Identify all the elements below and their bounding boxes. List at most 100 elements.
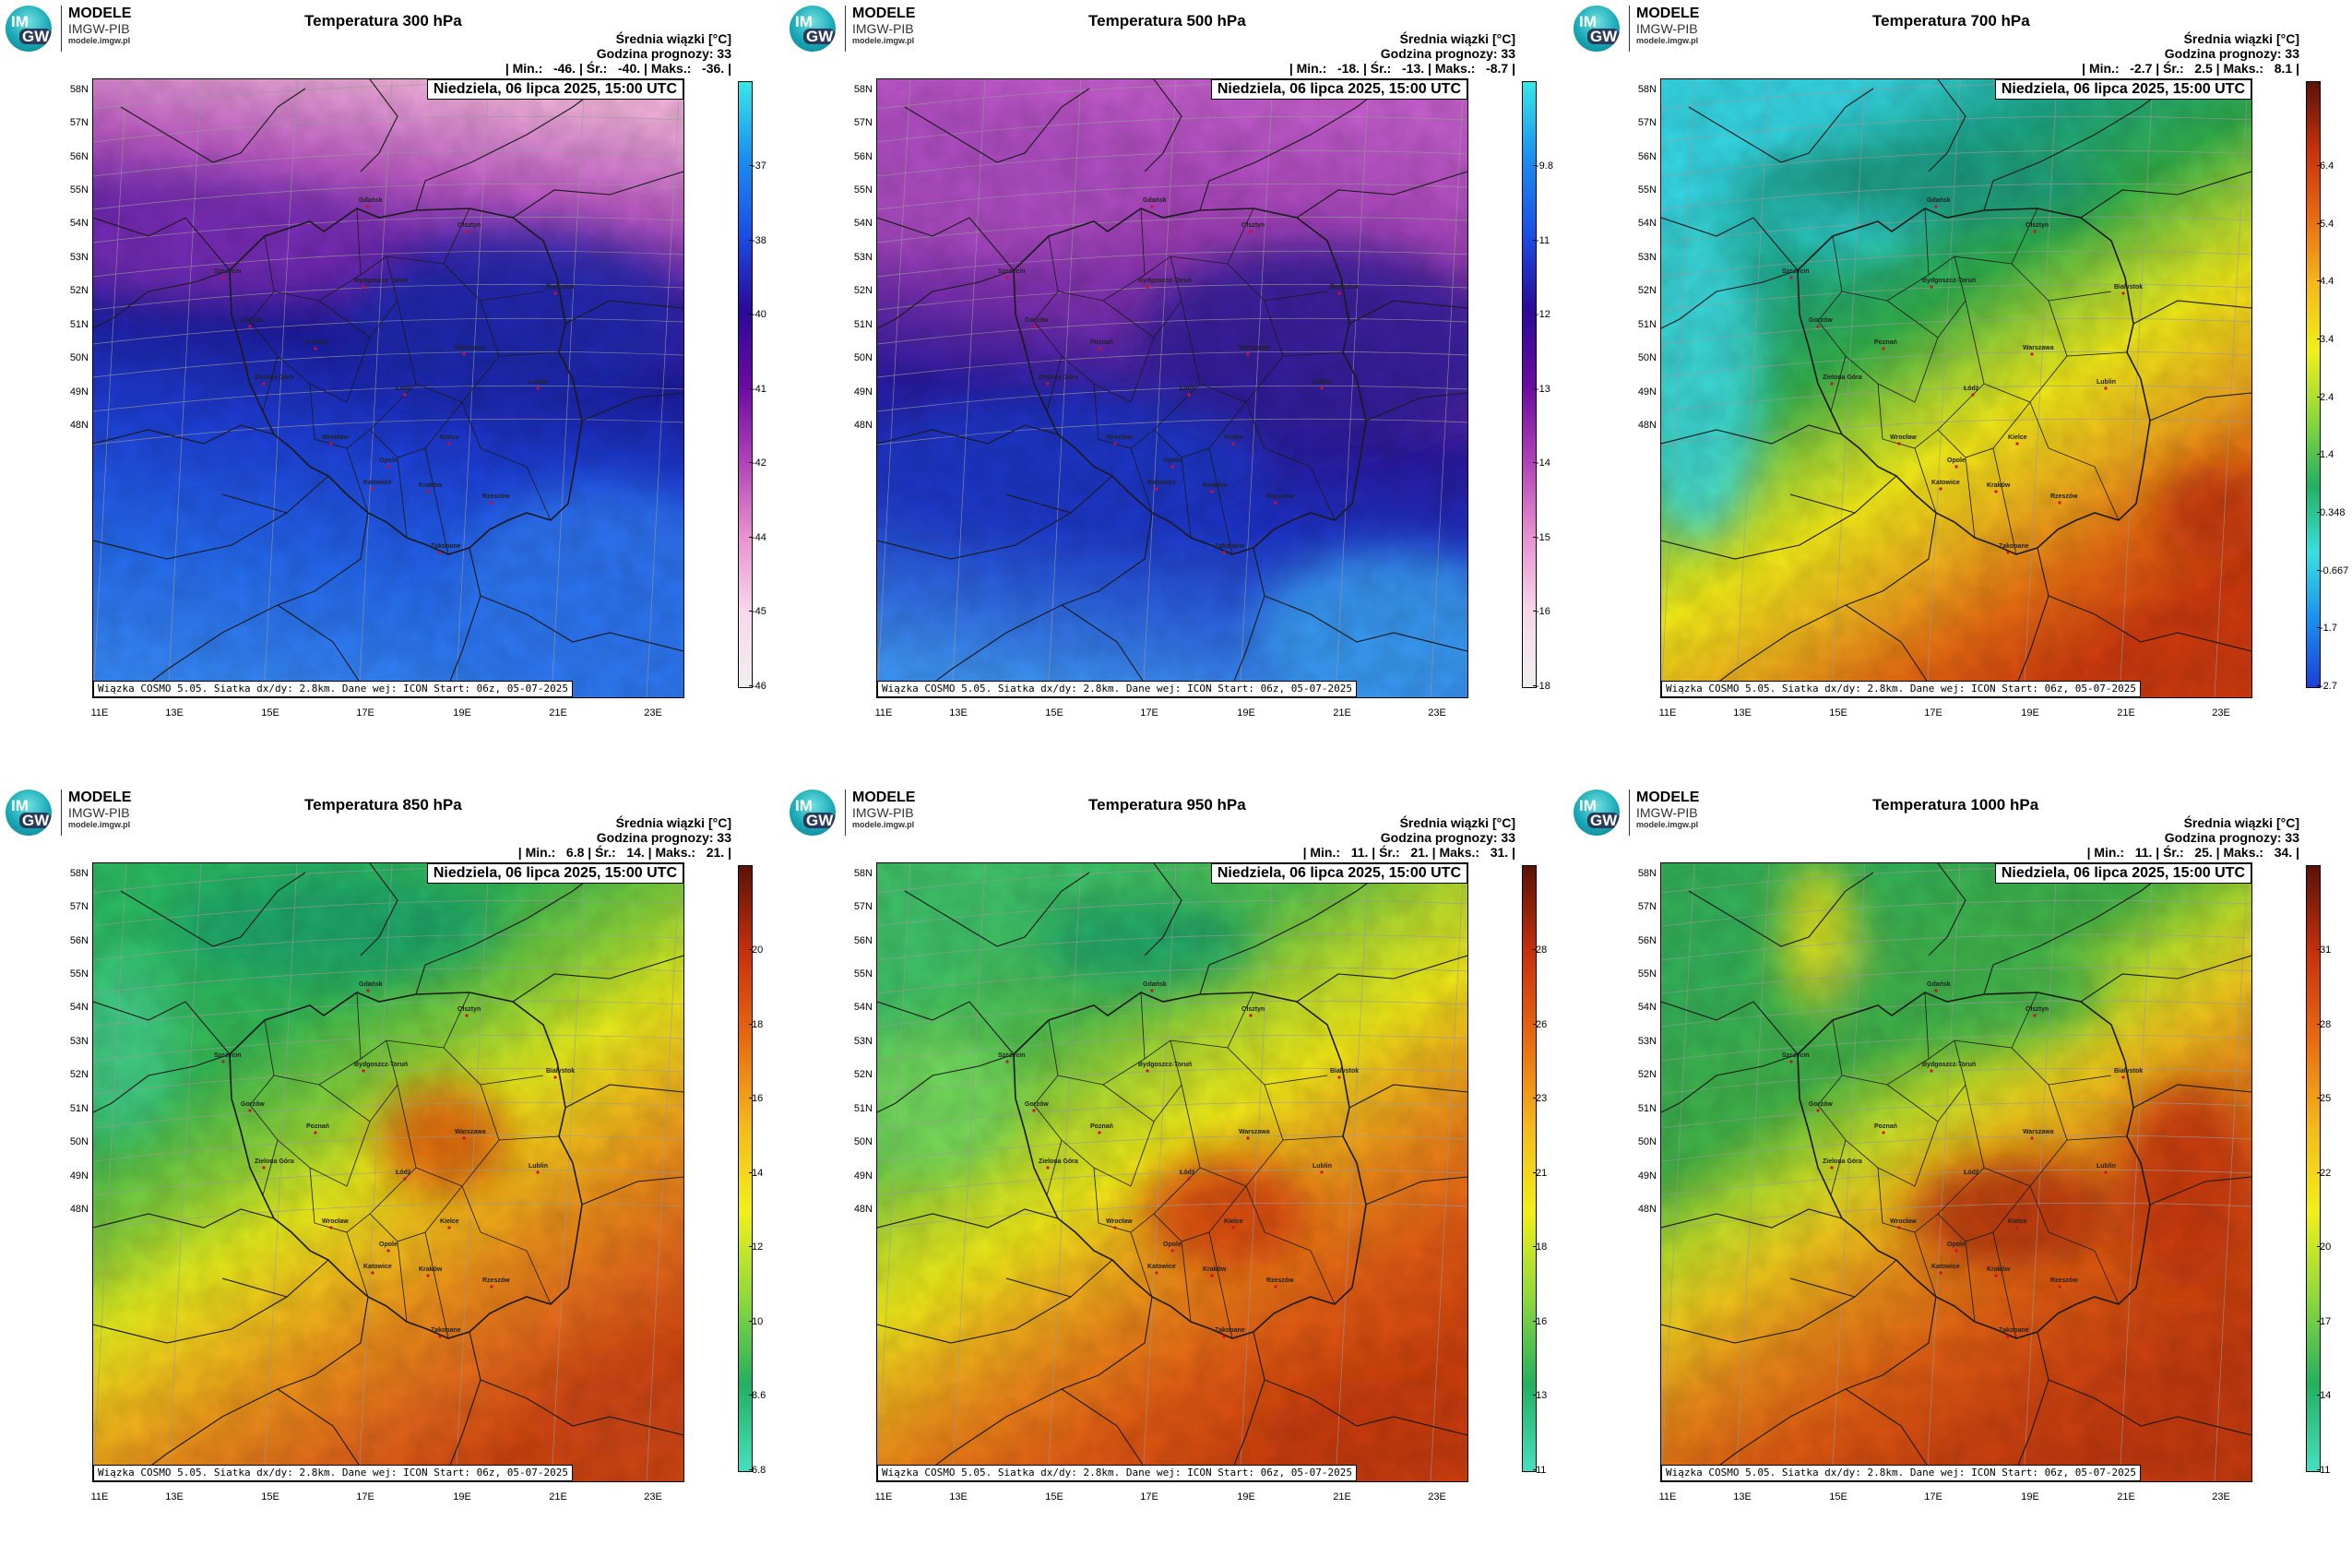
lat-tick-label: 48N <box>69 1204 89 1215</box>
city-label: Zakopane <box>1215 1327 1245 1334</box>
colorbar-tick: -46 <box>749 681 766 692</box>
city-label: Białystok <box>546 1068 576 1075</box>
lat-tick-label: 49N <box>1637 1170 1657 1182</box>
colorbar <box>1522 81 1537 688</box>
imgw-logo[interactable]: IM GW MODELE IMGW-PIB modele.imgw.pl <box>1574 790 1721 836</box>
lon-tick-label: 19E <box>1237 707 1255 719</box>
city-label: Gdańsk <box>1143 981 1167 988</box>
logo-mark-top: IM <box>11 13 29 30</box>
temperature-map[interactable]: Gdańsk Olsztyn Szczecin Bydgoszcz-Toruń Biał… <box>92 862 684 1482</box>
logo-title: MODELE <box>852 6 916 21</box>
colorbar-tick: -1.7 <box>2317 623 2337 634</box>
lon-tick-label: 15E <box>261 707 279 719</box>
imgw-logo[interactable]: IM GW MODELE IMGW-PIB modele.imgw.pl <box>6 790 153 836</box>
lon-tick-label: 17E <box>356 1491 374 1503</box>
lat-tick-label: 52N <box>1637 285 1657 296</box>
city-label: Kraków <box>1203 482 1227 489</box>
city-label: Warszawa <box>2023 1129 2054 1135</box>
lat-tick-label: 56N <box>69 151 89 162</box>
imgw-logo[interactable]: IM GW MODELE IMGW-PIB modele.imgw.pl <box>790 6 937 52</box>
lat-tick-label: 55N <box>853 184 873 196</box>
colorbar-tick: 22 <box>2316 1168 2332 1179</box>
imgw-logo-mark: IM GW <box>1574 790 1620 836</box>
lat-tick-label: 53N <box>853 1036 873 1047</box>
lon-tick-label: 17E <box>356 707 374 719</box>
lon-tick-label: 13E <box>949 707 968 719</box>
city-label: Zielona Góra <box>255 374 294 381</box>
colorbar-tick: -18 <box>1533 681 1550 692</box>
city-label: Gorzów <box>241 1101 265 1108</box>
lat-tick-label: 53N <box>69 1036 89 1047</box>
colorbar-tick: -38 <box>749 235 766 246</box>
lat-tick-label: 51N <box>1637 1103 1657 1114</box>
city-label: Bydgoszcz-Toruń <box>1138 278 1193 284</box>
city-label: Zakopane <box>1999 1327 2029 1334</box>
city-label: Lublin <box>1313 1163 1332 1170</box>
lon-tick-label: 19E <box>453 1491 471 1503</box>
colorbar-tick: 1.4 <box>2316 449 2334 460</box>
lon-tick-label: 15E <box>1829 1491 1847 1503</box>
logo-mark-bottom: GW <box>19 813 52 828</box>
forecast-hour: Godzina prognozy: 33 <box>2164 830 2299 845</box>
lat-tick-label: 52N <box>69 1069 89 1080</box>
city-label: Opole <box>1163 457 1182 464</box>
panel-4: IM GW MODELE IMGW-PIB modele.imgw.pl Temperat… <box>784 784 1568 1568</box>
lon-tick-label: 13E <box>949 1491 968 1503</box>
city-label: Zakopane <box>431 543 461 550</box>
city-label: Lublin <box>2097 1163 2116 1170</box>
lon-tick-label: 17E <box>1140 1491 1158 1503</box>
colorbar-tick: -0.667 <box>2316 565 2349 576</box>
city-label: Gorzów <box>1809 317 1833 324</box>
panel-3: IM GW MODELE IMGW-PIB modele.imgw.pl Temperat… <box>0 784 784 1568</box>
city-label: Katowice <box>1147 1264 1176 1270</box>
graticule <box>877 79 1467 697</box>
city-label: Poznań <box>306 1123 329 1130</box>
colorbar-tick: 31 <box>2316 944 2332 956</box>
borders <box>93 79 683 697</box>
colorbar-tick: -14 <box>1533 457 1550 469</box>
lat-tick-label: 58N <box>853 868 873 879</box>
temperature-map[interactable]: Gdańsk Olsztyn Szczecin Bydgoszcz-Toruń Biał… <box>876 78 1468 698</box>
lat-tick-label: 50N <box>1637 352 1657 363</box>
imgw-logo[interactable]: IM GW MODELE IMGW-PIB modele.imgw.pl <box>1574 6 1721 52</box>
logo-title: MODELE <box>1636 790 1700 805</box>
city-label: Kielce <box>2008 434 2027 441</box>
logo-subtitle: IMGW-PIB <box>1636 21 1698 36</box>
colorbar-tick: 20 <box>2316 1241 2332 1253</box>
city-label: Zielona Góra <box>1823 374 1862 381</box>
city-label: Opole <box>1947 1241 1966 1248</box>
logo-mark-bottom: GW <box>803 29 836 44</box>
imgw-logo[interactable]: IM GW MODELE IMGW-PIB modele.imgw.pl <box>6 6 153 52</box>
temperature-map[interactable]: Gdańsk Olsztyn Szczecin Bydgoszcz-Toruń Biał… <box>1660 862 2252 1482</box>
city-label: Rzeszów <box>1266 493 1294 500</box>
city-label: Zielona Góra <box>255 1158 294 1165</box>
city-label: Szczecin <box>1782 268 1810 275</box>
temperature-map[interactable]: Gdańsk Olsztyn Szczecin Bydgoszcz-Toruń Biał… <box>92 78 684 698</box>
city-label: Olsztyn <box>2025 222 2049 229</box>
logo-url: modele.imgw.pl <box>68 36 131 45</box>
temperature-map[interactable]: Gdańsk Olsztyn Szczecin Bydgoszcz-Toruń Biał… <box>1660 78 2252 698</box>
colorbar-tick: 2.4 <box>2316 392 2334 403</box>
stats-heading: Średnia wiązki [°C] <box>615 815 731 830</box>
stats-heading: Średnia wiązki [°C] <box>2183 815 2299 830</box>
temperature-map[interactable]: Gdańsk Olsztyn Szczecin Bydgoszcz-Toruń Biał… <box>876 862 1468 1482</box>
colorbar-tick: 11 <box>1532 1465 1547 1476</box>
logo-divider <box>845 6 846 52</box>
lon-tick-label: 15E <box>1045 707 1063 719</box>
colorbar-tick: 11 <box>2316 1465 2331 1476</box>
city-label: Łódź <box>396 1170 411 1176</box>
city-label: Kielce <box>440 434 459 441</box>
logo-url: modele.imgw.pl <box>68 820 131 829</box>
lat-tick-label: 57N <box>69 901 89 912</box>
logo-divider <box>61 6 62 52</box>
forecast-date: Niedziela, 06 lipca 2025, 15:00 UTC <box>1994 863 2251 884</box>
city-label: Lublin <box>2097 379 2116 386</box>
lat-tick-label: 48N <box>853 1204 873 1215</box>
logo-subtitle: IMGW-PIB <box>68 805 130 820</box>
city-label: Szczecin <box>998 1052 1026 1059</box>
lat-tick-label: 54N <box>1637 218 1657 229</box>
imgw-logo[interactable]: IM GW MODELE IMGW-PIB modele.imgw.pl <box>790 790 937 836</box>
city-label: Katowice <box>363 1264 392 1270</box>
model-credit: Wiązka COSMO 5.05. Siatka dx/dy: 2.8km. … <box>93 681 573 697</box>
forecast-date: Niedziela, 06 lipca 2025, 15:00 UTC <box>1210 863 1467 884</box>
